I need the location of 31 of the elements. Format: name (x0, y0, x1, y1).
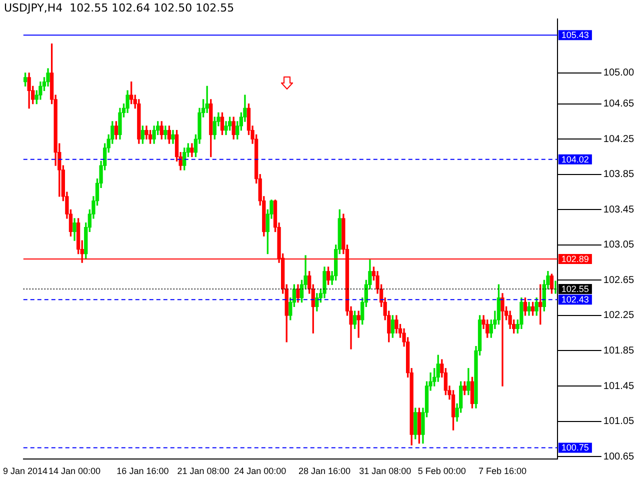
y-tick-label: 105.00 (603, 68, 634, 79)
chart-title: USDJPY,H4 102.55 102.64 102.50 102.55 (4, 1, 234, 14)
y-tick-label: 102.25 (603, 310, 634, 322)
x-tick-label: 5 Feb 00:00 (418, 466, 466, 476)
ref-line-label: 102.55 (561, 284, 589, 294)
y-tick-label: 100.65 (603, 451, 634, 462)
x-tick-label: 7 Feb 16:00 (478, 466, 527, 476)
y-tick-label: 104.25 (603, 134, 634, 145)
x-tick-label: 31 Jan 08:00 (359, 466, 412, 476)
candlestick (554, 280, 558, 294)
y-tick-label: 103.45 (603, 204, 634, 216)
ref-line-label: 104.02 (561, 154, 589, 164)
x-tick-label: 24 Jan 00:00 (234, 466, 286, 476)
candlestick (356, 310, 360, 338)
ref-line-label: 100.75 (561, 442, 589, 453)
candlestick (500, 293, 504, 386)
y-tick-label: 102.65 (603, 274, 634, 286)
ref-line-label: 102.43 (561, 294, 589, 305)
ref-line-label: 102.89 (561, 254, 589, 264)
y-tick-label: 101.45 (603, 380, 634, 392)
x-tick-label: 9 Jan 2014 (3, 466, 48, 476)
y-tick-label: 103.85 (603, 169, 634, 180)
x-tick-label: 14 Jan 00:00 (48, 466, 101, 476)
y-tick-label: 103.05 (603, 240, 634, 251)
y-tick-label: 101.05 (603, 416, 634, 428)
x-tick-label: 21 Jan 08:00 (177, 466, 230, 476)
y-tick-label: 104.65 (603, 98, 634, 110)
x-tick-label: 28 Jan 16:00 (298, 466, 351, 476)
ref-line-label: 105.43 (561, 30, 589, 40)
x-tick-label: 16 Jan 16:00 (116, 466, 169, 476)
y-tick-label: 101.85 (603, 345, 634, 356)
